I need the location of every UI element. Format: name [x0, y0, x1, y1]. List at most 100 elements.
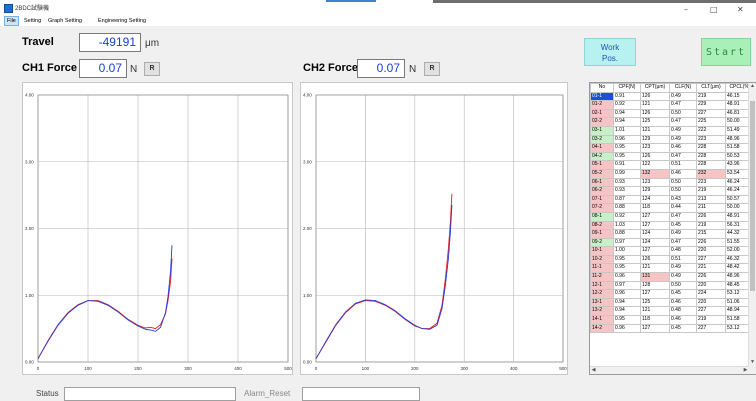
- table-row[interactable]: 01-1 0.91 126 0.49 219 46.15: [590, 91, 755, 102]
- table-cell: 220: [696, 280, 726, 291]
- alarm-reset-label: Alarm_Reset: [244, 389, 291, 398]
- table-horizontal-scrollbar[interactable]: ◀ ▶: [590, 366, 749, 374]
- table-cell: 0.47: [669, 237, 697, 248]
- results-table-panel[interactable]: No CPF(N) CPT(μm) CLF(N) CLT(μm) CPCL(%) 01-1…: [589, 82, 756, 375]
- table-row[interactable]: 04-1 0.95 123 0.46 228 51.58: [590, 143, 755, 153]
- x-tick-label: 0: [37, 366, 40, 371]
- table-header-cell[interactable]: No: [590, 83, 614, 93]
- table-row-id: 08-1: [590, 211, 614, 222]
- scroll-right-icon[interactable]: ▶: [743, 367, 748, 373]
- table-cell: 0.97: [613, 237, 641, 248]
- table-row[interactable]: 04-2 0.95 126 0.47 228 50.53: [590, 151, 755, 162]
- y-tick-label: 1.00: [303, 293, 312, 298]
- table-row[interactable]: 06-1 0.93 123 0.50 223 46.24: [590, 177, 755, 188]
- table-row[interactable]: 11-2 0.96 131 0.49 226 48.96: [590, 272, 755, 282]
- table-row[interactable]: 14-1 0.95 118 0.46 219 51.58: [590, 315, 755, 325]
- table-row[interactable]: 03-1 1.01 121 0.49 222 51.49: [590, 125, 755, 136]
- app-icon: [4, 4, 13, 13]
- x-tick-label: 400: [510, 366, 518, 371]
- table-row[interactable]: 07-1 0.87 124 0.43 213 50.57: [590, 194, 755, 205]
- table-cell: 0.92: [613, 100, 641, 110]
- table-row-id: 09-2: [590, 237, 614, 248]
- table-row[interactable]: 14-2 0.96 127 0.45 227 53.12: [590, 323, 755, 334]
- table-row[interactable]: 09-2 0.97 124 0.47 226 51.55: [590, 237, 755, 248]
- table-cell: 0.88: [613, 229, 641, 239]
- table-row-id: 12-2: [590, 289, 614, 299]
- table-vertical-scrollbar[interactable]: ▲ ▼: [748, 83, 756, 374]
- table-cell: 0.47: [669, 151, 697, 162]
- table-row[interactable]: 05-2 0.99 132 0.46 232 53.54: [590, 168, 755, 179]
- menu-graph-setting[interactable]: Graph Setting: [48, 18, 82, 24]
- table-row[interactable]: 09-1 0.88 124 0.49 215 44.32: [590, 229, 755, 239]
- table-cell: 0.47: [669, 100, 697, 110]
- ch1-force-chart: 0 100 200 300 400 500 0.00 1.00 2.00 3.00 4.00: [25, 93, 292, 372]
- table-cell: 0.95: [613, 151, 641, 162]
- alarm-reset-field[interactable]: [302, 387, 420, 401]
- table-row[interactable]: 08-2 1.03 127 0.45 219 56.31: [590, 220, 755, 231]
- table-row[interactable]: 10-2 0.95 126 0.51 227 46.32: [590, 254, 755, 265]
- travel-unit: μm: [145, 38, 160, 49]
- table-cell: 219: [696, 315, 726, 325]
- start-button[interactable]: Start: [701, 38, 751, 66]
- table-cell: 226: [696, 237, 726, 248]
- table-row[interactable]: 12-2 0.96 127 0.45 224 53.12: [590, 289, 755, 299]
- table-cell: 0.50: [669, 186, 697, 196]
- menu-file[interactable]: File: [4, 16, 19, 26]
- maximize-button[interactable]: □: [710, 5, 718, 14]
- table-row[interactable]: 11-1 0.95 121 0.49 221 48.42: [590, 263, 755, 274]
- table-cell: 0.43: [669, 194, 697, 205]
- table-cell: 228: [696, 160, 726, 170]
- scroll-thumb[interactable]: [750, 101, 755, 291]
- table-row[interactable]: 02-2 0.94 125 0.47 225 50.00: [590, 117, 755, 127]
- y-tick-label: 3.00: [303, 159, 312, 164]
- table-row[interactable]: 13-1 0.94 125 0.46 220 51.06: [590, 297, 755, 308]
- table-header-cell[interactable]: CPF(N): [613, 83, 641, 93]
- table-row-id: 14-2: [590, 323, 614, 334]
- scroll-left-icon[interactable]: ◀: [591, 367, 596, 373]
- table-row-id: 01-1: [590, 91, 614, 102]
- table-row[interactable]: 01-2 0.92 121 0.47 229 48.91: [590, 100, 755, 110]
- table-cell: 0.92: [613, 211, 641, 222]
- table-header-cell[interactable]: CLF(N): [669, 83, 697, 93]
- series-line-blue: [315, 205, 453, 359]
- scroll-up-icon[interactable]: ▲: [750, 83, 755, 89]
- close-button[interactable]: ✕: [737, 5, 744, 14]
- ch1-reset-button[interactable]: R: [144, 62, 160, 76]
- table-cell: 226: [696, 272, 726, 282]
- table-row[interactable]: 10-1 1.00 127 0.48 220 52.00: [590, 246, 755, 256]
- table-cell: 0.97: [613, 280, 641, 291]
- work-pos-line1: Work: [600, 43, 620, 52]
- table-cell: 0.46: [669, 168, 697, 179]
- table-cell: 0.94: [613, 297, 641, 308]
- table-row[interactable]: 05-1 0.91 122 0.51 228 43.96: [590, 160, 755, 170]
- work-pos-button[interactable]: Work Pos.: [584, 38, 636, 66]
- table-row[interactable]: 07-2 0.88 118 0.44 211 50.00: [590, 203, 755, 213]
- ch2-force-unit: N: [409, 64, 417, 75]
- table-row-id: 03-2: [590, 134, 614, 145]
- table-cell: 0.96: [613, 134, 641, 145]
- results-table: No CPF(N) CPT(μm) CLF(N) CLT(μm) CPCL(%) 01-1…: [590, 83, 755, 334]
- table-cell: 213: [696, 194, 726, 205]
- table-header-cell[interactable]: CPT(μm): [640, 83, 670, 93]
- table-row-id: 10-1: [590, 246, 614, 256]
- table-row[interactable]: 08-1 0.92 127 0.47 226 48.91: [590, 211, 755, 222]
- table-row[interactable]: 12-1 0.97 128 0.50 220 48.45: [590, 280, 755, 291]
- table-row[interactable]: 13-2 0.94 121 0.48 227 48.94: [590, 306, 755, 317]
- table-row[interactable]: 03-2 0.96 129 0.49 223 48.96: [590, 134, 755, 145]
- table-row-id: 09-1: [590, 229, 614, 239]
- table-header-cell[interactable]: CLT(μm): [696, 83, 726, 93]
- ch2-reset-button[interactable]: R: [424, 62, 440, 76]
- travel-label: Travel: [22, 36, 54, 48]
- table-cell: 126: [640, 91, 670, 102]
- menu-engineering-setting[interactable]: Engineering Setting: [98, 18, 147, 24]
- table-row[interactable]: 02-1 0.94 126 0.50 227 46.81: [590, 108, 755, 119]
- table-cell: 0.49: [669, 91, 697, 102]
- minimize-button[interactable]: –: [684, 5, 688, 14]
- scroll-down-icon[interactable]: ▼: [750, 359, 755, 365]
- table-cell: 227: [696, 323, 726, 334]
- menu-setting[interactable]: Setting: [24, 18, 42, 24]
- table-row-id: 06-1: [590, 177, 614, 188]
- plot-frame: [315, 94, 564, 363]
- table-row[interactable]: 06-2 0.93 129 0.50 219 46.24: [590, 186, 755, 196]
- table-cell: 0.48: [669, 306, 697, 317]
